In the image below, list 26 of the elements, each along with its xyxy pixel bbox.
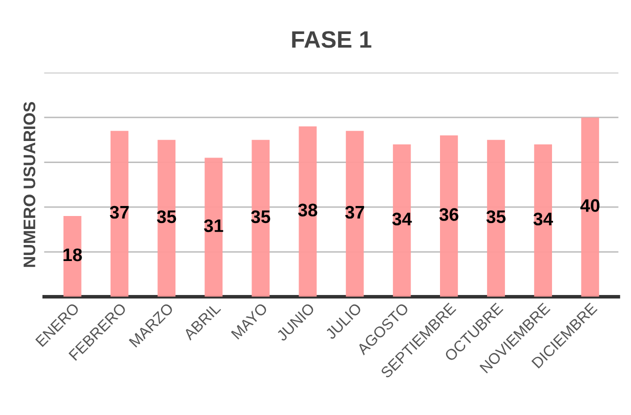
data-label: 35 bbox=[486, 210, 506, 224]
data-label: 37 bbox=[345, 206, 364, 219]
data-label: 40 bbox=[580, 199, 600, 212]
data-label: 38 bbox=[298, 204, 318, 216]
bar bbox=[534, 144, 552, 297]
bar bbox=[440, 135, 458, 297]
bar bbox=[298, 126, 317, 297]
y-axis-title: NUMERO USUARIOS bbox=[24, 102, 36, 267]
bar bbox=[158, 140, 176, 297]
bar bbox=[63, 216, 82, 297]
data-label: 35 bbox=[251, 210, 270, 224]
chart-title: FASE 1 bbox=[292, 31, 372, 48]
data-label: 36 bbox=[439, 208, 458, 221]
data-label: 35 bbox=[156, 210, 176, 224]
data-label: 34 bbox=[392, 212, 412, 226]
data-label: 31 bbox=[204, 219, 224, 232]
bar bbox=[581, 117, 600, 297]
bar bbox=[110, 130, 128, 297]
bar bbox=[346, 130, 364, 297]
data-label: 34 bbox=[533, 212, 554, 226]
data-label: 18 bbox=[64, 248, 82, 262]
bar bbox=[487, 140, 505, 297]
bar bbox=[392, 144, 411, 297]
bar bbox=[204, 158, 223, 297]
bar bbox=[252, 140, 270, 297]
data-label: 37 bbox=[110, 206, 129, 219]
